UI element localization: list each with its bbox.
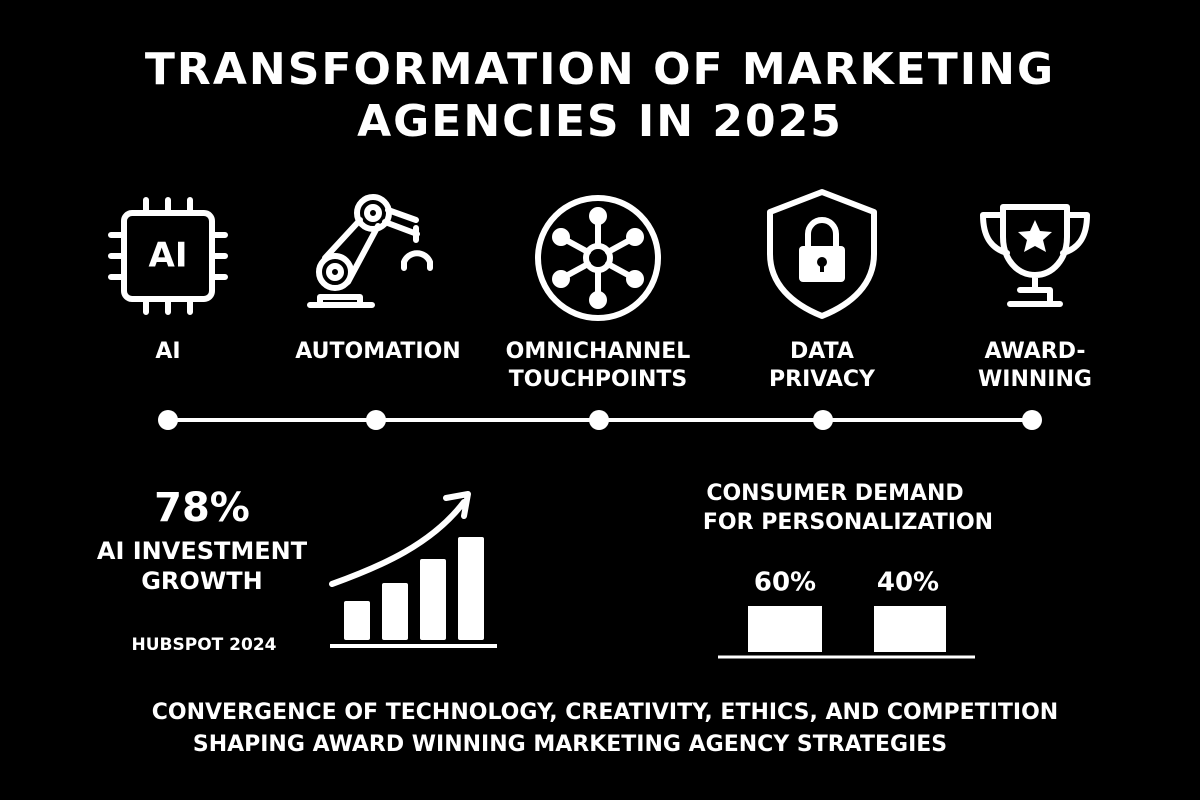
item-label: OMNICHANNEL <box>506 339 691 364</box>
footer-line: CONVERGENCE OF TECHNOLOGY, CREATIVITY, E… <box>152 700 1058 725</box>
item-label: AUTOMATION <box>295 339 460 364</box>
growth-icon <box>329 491 497 648</box>
omnichannel-icon <box>535 195 661 321</box>
demand-title: CONSUMER DEMAND <box>706 481 963 506</box>
ai-chip-icon <box>108 197 228 315</box>
trophy-icon <box>980 204 1090 307</box>
stat-label: AI INVESTMENT <box>97 537 308 565</box>
robot-arm-icon <box>307 194 433 308</box>
item-label: PRIVACY <box>769 367 876 392</box>
demand-value: 40% <box>877 568 939 598</box>
timeline <box>158 410 1042 430</box>
icon-text: AI <box>149 236 188 276</box>
demand-title: FOR PERSONALIZATION <box>703 510 993 535</box>
item-label: TOUCHPOINTS <box>509 367 687 392</box>
stat-label: GROWTH <box>141 567 263 595</box>
item-label: DATA <box>790 339 854 364</box>
demand-value: 60% <box>754 568 816 598</box>
title-line: TRANSFORMATION OF MARKETING <box>145 44 1055 95</box>
stat-value: 78% <box>154 485 250 531</box>
item-label: WINNING <box>978 367 1092 392</box>
item-label: AWARD- <box>984 339 1085 364</box>
shield-icon <box>767 189 877 319</box>
demand-bars <box>718 606 975 659</box>
item-label: AI <box>155 339 180 364</box>
stat-source: HUBSPOT 2024 <box>132 635 277 655</box>
title-line: AGENCIES IN 2025 <box>357 96 843 147</box>
footer-line: SHAPING AWARD WINNING MARKETING AGENCY S… <box>193 732 947 757</box>
